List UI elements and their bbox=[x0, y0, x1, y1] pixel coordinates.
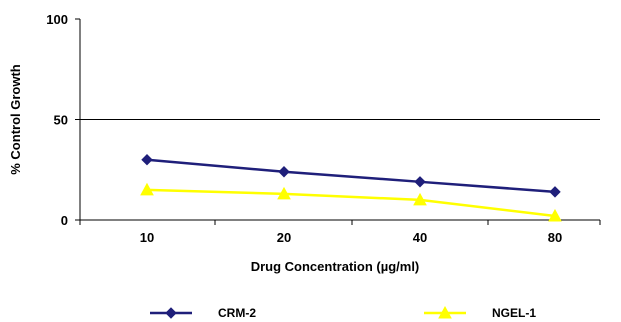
data-point bbox=[548, 208, 562, 222]
legend-label: NGEL-1 bbox=[492, 306, 536, 320]
data-point bbox=[277, 186, 291, 200]
y-tick-label: 50 bbox=[54, 113, 68, 128]
x-axis-title: Drug Concentration (µg/ml) bbox=[251, 259, 420, 274]
legend-marker bbox=[165, 307, 177, 319]
series-line bbox=[146, 188, 556, 218]
legend-item: CRM-2 bbox=[150, 306, 256, 320]
series-0 bbox=[141, 153, 561, 198]
x-tick-label: 10 bbox=[140, 230, 154, 245]
x-tick-label: 80 bbox=[548, 230, 562, 245]
y-axis-title: % Control Growth bbox=[8, 64, 23, 175]
legend: CRM-2 NGEL-1 bbox=[150, 305, 536, 320]
data-point bbox=[140, 182, 154, 196]
x-tick-label: 20 bbox=[277, 230, 291, 245]
legend-marker bbox=[438, 305, 452, 319]
x-tick-labels: 10 20 40 80 bbox=[79, 220, 601, 245]
data-point bbox=[278, 166, 290, 178]
series-layer bbox=[140, 153, 562, 222]
series-line bbox=[146, 158, 556, 194]
y-tick-label: 100 bbox=[46, 12, 68, 27]
y-tick-label: 0 bbox=[61, 213, 68, 228]
legend-label: CRM-2 bbox=[218, 306, 256, 320]
legend-item: NGEL-1 bbox=[424, 305, 536, 320]
x-tick-label: 40 bbox=[413, 230, 427, 245]
data-point bbox=[413, 192, 427, 206]
series-1 bbox=[140, 182, 562, 222]
data-point bbox=[141, 153, 153, 166]
data-point bbox=[414, 176, 426, 188]
data-point bbox=[549, 186, 561, 198]
y-tick-labels: 0 50 100 bbox=[46, 12, 80, 228]
